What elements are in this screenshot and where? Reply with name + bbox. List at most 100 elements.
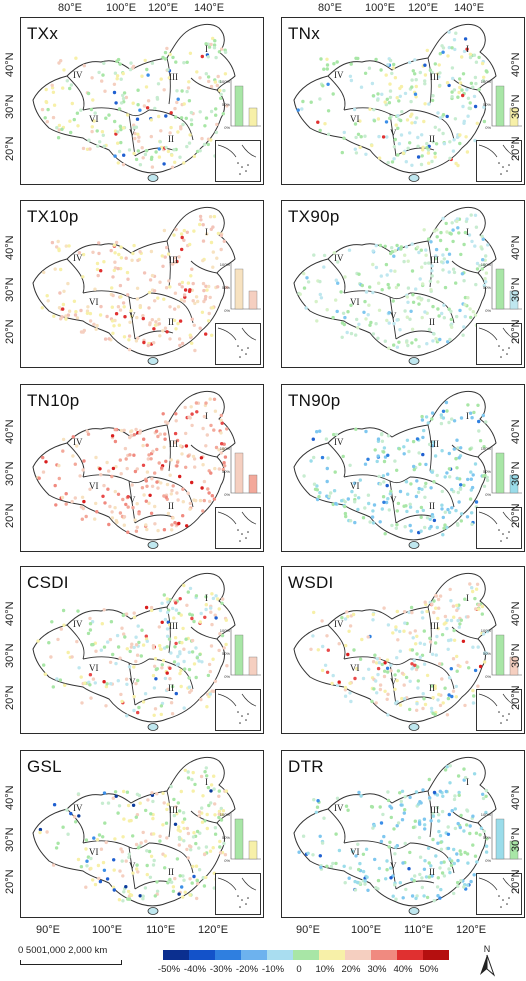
station-dot xyxy=(480,267,484,271)
station-dot xyxy=(402,683,406,687)
station-dot xyxy=(415,652,419,656)
station-dot xyxy=(415,708,419,712)
station-dot xyxy=(332,62,336,66)
station-dot xyxy=(438,238,443,243)
mini-chart-tick: 0% xyxy=(224,674,230,679)
station-dot xyxy=(430,411,435,415)
station-dot xyxy=(305,276,309,280)
station-dot xyxy=(219,431,223,435)
station-dot xyxy=(398,489,403,494)
station-dot xyxy=(331,861,335,866)
station-dot xyxy=(182,659,186,664)
station-dot xyxy=(201,794,205,798)
station-dot xyxy=(304,306,308,310)
station-dot xyxy=(332,489,337,493)
station-dot xyxy=(136,678,140,683)
station-dot xyxy=(396,821,401,825)
station-dot xyxy=(425,146,429,150)
station-dot xyxy=(211,306,215,310)
station-dot xyxy=(220,421,224,425)
station-dot xyxy=(212,46,217,50)
legend-swatch xyxy=(397,950,423,960)
station-dot xyxy=(409,99,413,104)
station-dot xyxy=(437,606,441,610)
station-dot xyxy=(467,666,471,670)
station-dot xyxy=(319,296,324,300)
legend-swatch xyxy=(319,950,345,960)
station-dot xyxy=(168,877,172,882)
station-dot xyxy=(474,225,479,229)
station-dot xyxy=(166,511,171,516)
station-dot xyxy=(417,344,421,349)
station-dot xyxy=(157,625,161,629)
station-dot xyxy=(105,682,109,686)
station-dot xyxy=(121,126,126,130)
station-dot xyxy=(186,281,191,285)
station-dot xyxy=(155,480,159,484)
station-dot xyxy=(36,639,40,643)
station-dot xyxy=(101,133,106,137)
mini-chart-tick: 50% xyxy=(222,285,230,290)
station-dot xyxy=(114,240,119,245)
station-dot xyxy=(135,117,140,121)
panel-title: TN90p xyxy=(288,391,341,410)
region-boundary xyxy=(190,626,218,640)
station-dot xyxy=(190,480,194,485)
station-dot xyxy=(410,667,414,671)
station-dot xyxy=(188,416,192,420)
station-dot xyxy=(162,801,166,805)
station-dot xyxy=(323,122,327,126)
station-dot xyxy=(435,235,439,239)
station-dot xyxy=(158,644,162,648)
station-dot xyxy=(448,587,452,592)
station-dot xyxy=(131,803,136,807)
legend-label: 0 xyxy=(296,964,302,975)
station-dot xyxy=(150,155,154,159)
region-boundary xyxy=(327,808,346,844)
station-dot xyxy=(334,861,338,866)
station-dot xyxy=(56,637,60,642)
station-dot xyxy=(374,322,378,326)
station-dot xyxy=(139,654,143,658)
station-dot xyxy=(213,466,217,471)
station-dot xyxy=(113,119,117,124)
station-dot xyxy=(185,60,189,64)
station-dot xyxy=(185,603,189,607)
station-dot xyxy=(79,865,84,869)
station-dot xyxy=(393,673,397,677)
station-dot xyxy=(150,318,154,322)
station-dot xyxy=(410,242,414,246)
station-dot xyxy=(393,269,397,273)
station-dot xyxy=(429,288,433,292)
station-dot xyxy=(163,617,168,622)
station-dot xyxy=(445,713,450,717)
station-dot xyxy=(421,788,425,792)
station-dot xyxy=(211,225,215,229)
station-dot xyxy=(302,286,307,290)
station-dot xyxy=(468,824,472,828)
mini-chart-tick: 0% xyxy=(224,125,230,130)
station-dot xyxy=(204,595,208,599)
station-dot xyxy=(102,645,107,649)
station-dot xyxy=(425,342,429,346)
station-dot xyxy=(343,275,347,279)
station-dot xyxy=(395,345,400,349)
station-dot xyxy=(191,864,195,869)
station-dot xyxy=(208,499,212,504)
station-dot xyxy=(365,875,369,879)
station-dot xyxy=(378,520,382,524)
station-dot xyxy=(364,290,369,294)
station-dot xyxy=(427,327,432,332)
region-label: I xyxy=(466,44,469,54)
station-dot xyxy=(442,622,446,626)
station-dot xyxy=(462,483,466,487)
station-dot xyxy=(401,151,406,155)
station-dot xyxy=(165,807,169,812)
station-dot xyxy=(154,667,158,672)
station-dot xyxy=(478,833,482,837)
station-dot xyxy=(438,83,442,88)
station-dot xyxy=(325,479,329,484)
station-dot xyxy=(346,652,350,657)
region-label: I xyxy=(205,411,208,421)
